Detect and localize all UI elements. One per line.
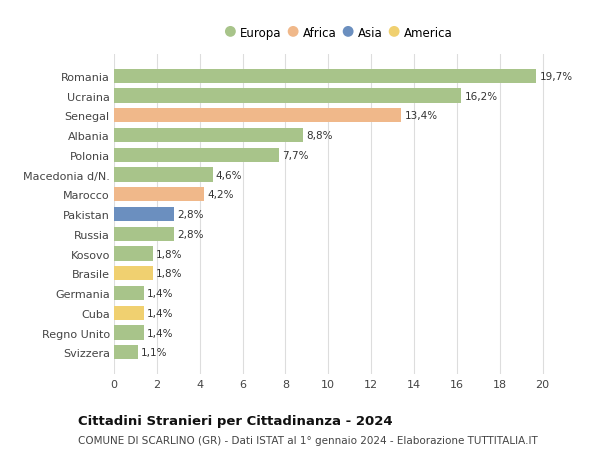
Text: 13,4%: 13,4% xyxy=(404,111,437,121)
Bar xyxy=(114,346,137,359)
Text: 2,8%: 2,8% xyxy=(177,210,204,219)
Text: Cittadini Stranieri per Cittadinanza - 2024: Cittadini Stranieri per Cittadinanza - 2… xyxy=(78,414,392,428)
Text: 1,8%: 1,8% xyxy=(156,249,182,259)
Bar xyxy=(114,326,144,340)
Bar xyxy=(114,207,174,222)
Text: 1,1%: 1,1% xyxy=(141,347,167,358)
Text: 1,4%: 1,4% xyxy=(147,328,174,338)
Bar xyxy=(114,109,401,123)
Text: 1,8%: 1,8% xyxy=(156,269,182,279)
Bar xyxy=(114,70,536,84)
Bar xyxy=(114,129,302,143)
Bar xyxy=(114,267,152,281)
Text: 16,2%: 16,2% xyxy=(464,91,497,101)
Text: COMUNE DI SCARLINO (GR) - Dati ISTAT al 1° gennaio 2024 - Elaborazione TUTTITALI: COMUNE DI SCARLINO (GR) - Dati ISTAT al … xyxy=(78,435,538,445)
Text: 4,6%: 4,6% xyxy=(216,170,242,180)
Text: 8,8%: 8,8% xyxy=(306,131,332,141)
Bar xyxy=(114,148,279,162)
Bar xyxy=(114,168,212,182)
Text: 2,8%: 2,8% xyxy=(177,230,204,239)
Bar xyxy=(114,306,144,320)
Text: 1,4%: 1,4% xyxy=(147,288,174,298)
Text: 19,7%: 19,7% xyxy=(539,72,572,82)
Bar xyxy=(114,90,461,103)
Legend: Europa, Africa, Asia, America: Europa, Africa, Asia, America xyxy=(223,24,455,42)
Text: 1,4%: 1,4% xyxy=(147,308,174,318)
Bar xyxy=(114,286,144,301)
Bar xyxy=(114,247,152,261)
Text: 7,7%: 7,7% xyxy=(282,151,309,161)
Bar xyxy=(114,227,174,241)
Bar xyxy=(114,188,204,202)
Text: 4,2%: 4,2% xyxy=(207,190,234,200)
